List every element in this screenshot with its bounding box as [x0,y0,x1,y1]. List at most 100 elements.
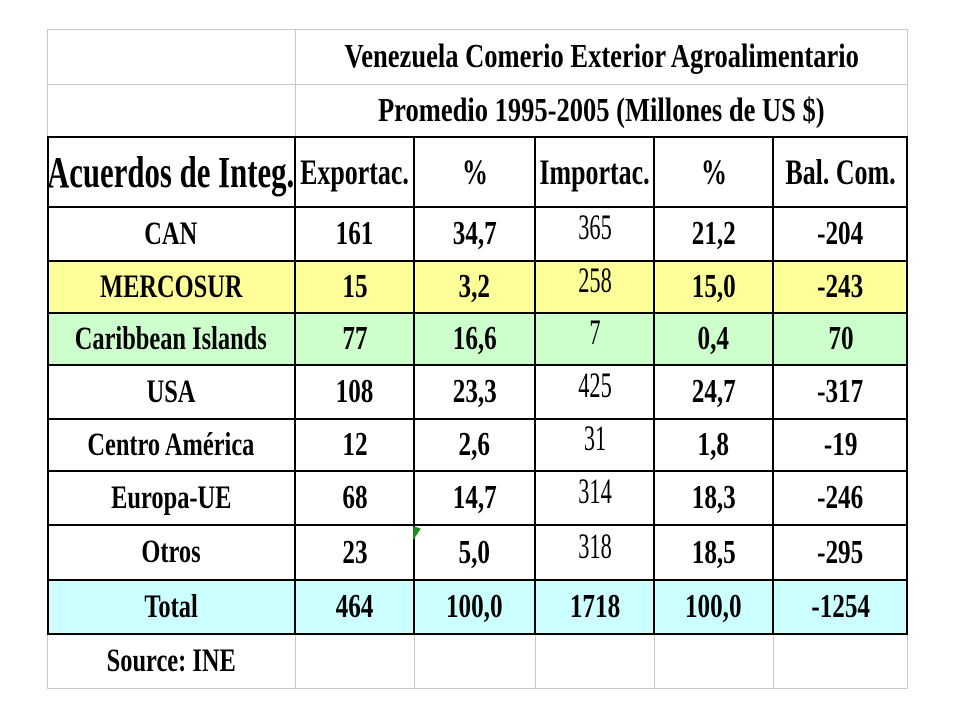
table-cell-text: 318 [577,525,612,566]
table-cell: -19 [773,419,908,471]
row-label-text: CAN [144,215,198,252]
row-label-text: MERCOSUR [99,268,243,305]
grid-line [47,688,908,689]
grid-line [413,136,415,635]
table-cell: 77 [295,313,414,365]
column-header-text: Acuerdos de Integ. [47,147,295,197]
row-label: Otros [47,525,295,580]
table-cell: 7 [535,313,654,365]
table-cell-text: 108 [335,373,374,410]
grid-line [295,29,296,137]
table-cell-text: 100,0 [446,588,503,625]
column-header: Bal. Com. [773,137,908,207]
table-cell: -243 [773,261,908,313]
table-cell-text: 77 [341,320,368,357]
table-cell: 24,7 [654,365,773,419]
table-cell-text: -246 [817,479,864,516]
table-cell: 2,6 [414,419,535,471]
table-title: Venezuela Comerio Exterior Agroalimentar… [295,29,908,84]
table-cell-text: 24,7 [691,373,736,410]
table-cell-text: -1254 [811,588,870,625]
column-header: Exportac. [295,137,414,207]
grid-line [906,136,908,635]
grid-line [47,418,908,420]
table-cell: 15 [295,261,414,313]
row-label-text: Europa-UE [110,479,232,516]
table-cell-text: 1,8 [697,426,730,463]
table-cell-text: 15 [341,268,368,305]
row-label-text: Centro América [87,426,255,463]
grid-line [295,634,296,689]
table-cell: -246 [773,471,908,525]
table-subtitle-text: Promedio 1995-2005 (Millones de US $) [378,91,825,129]
table-cell-text: 314 [577,471,612,511]
row-label-text: Otros [141,534,201,570]
table-cell: -1254 [773,580,908,634]
table-cell: 258 [535,261,654,313]
grid-line [47,136,908,138]
table-cell-text: 464 [335,588,374,625]
table-cell: 12 [295,419,414,471]
table-cell: 365 [535,207,654,261]
column-header-text: % [461,152,488,192]
table-cell: 161 [295,207,414,261]
row-label-text: Total [144,588,198,625]
row-label: Caribbean Islands [47,313,295,365]
table-cell: 100,0 [414,580,535,634]
table-cell: -204 [773,207,908,261]
table-cell-text: 100,0 [685,588,742,625]
grid-line [534,136,536,635]
table-cell-text: 7 [588,313,601,352]
grid-line [47,312,908,314]
table-cell-text: 34,7 [452,215,497,252]
table-cell-text: 365 [577,207,612,247]
table-cell-text: 21,2 [691,215,736,252]
row-label: Total [47,580,295,634]
table-cell: 3,2 [414,261,535,313]
table-cell: 5,0 [414,525,535,580]
column-header-text: Exportac. [300,152,409,192]
grid-line [294,136,296,635]
table-cell: 14,7 [414,471,535,525]
table-cell-text: 14,7 [452,479,497,516]
table-cell: 314 [535,471,654,525]
row-label-text: Caribbean Islands [74,320,268,357]
table-cell: 21,2 [654,207,773,261]
grid-line [47,260,908,262]
empty-cell [773,634,908,689]
table-cell: -317 [773,365,908,419]
empty-cell [654,634,773,689]
column-header: Importac. [535,137,654,207]
table-cell: 23 [295,525,414,580]
grid-line [772,136,774,635]
table-cell-text: 5,0 [458,533,491,571]
table-cell: 15,0 [654,261,773,313]
table-cell: 425 [535,365,654,419]
table-cell: 0,4 [654,313,773,365]
column-header-text: Importac. [539,152,650,192]
table-cell-text: 425 [577,365,612,405]
table-cell-text: 18,5 [691,533,736,571]
table-cell: 16,6 [414,313,535,365]
table-cell-text: 161 [335,215,374,252]
table-cell-text: 23 [341,533,368,571]
table-cell-text: -243 [817,268,864,305]
grid-line [773,634,774,689]
table-cell-text: 18,3 [691,479,736,516]
table-cell-text: 70 [827,320,854,357]
table-cell: 318 [535,525,654,580]
table-cell-text: 3,2 [458,268,491,305]
table-cell-text: 23,3 [452,373,497,410]
source-label-text: Source: INE [106,643,236,679]
column-header: % [414,137,535,207]
table-cell-text: 12 [341,426,368,463]
grid-line [47,206,908,208]
empty-cell [295,634,414,689]
table-cell-text: -317 [817,373,864,410]
table-cell-text: 258 [577,261,612,300]
trade-table: Venezuela Comerio Exterior Agroalimentar… [47,29,908,689]
source-label: Source: INE [47,634,295,689]
grid-line [47,524,908,526]
grid-line [47,633,908,635]
row-label: MERCOSUR [47,261,295,313]
